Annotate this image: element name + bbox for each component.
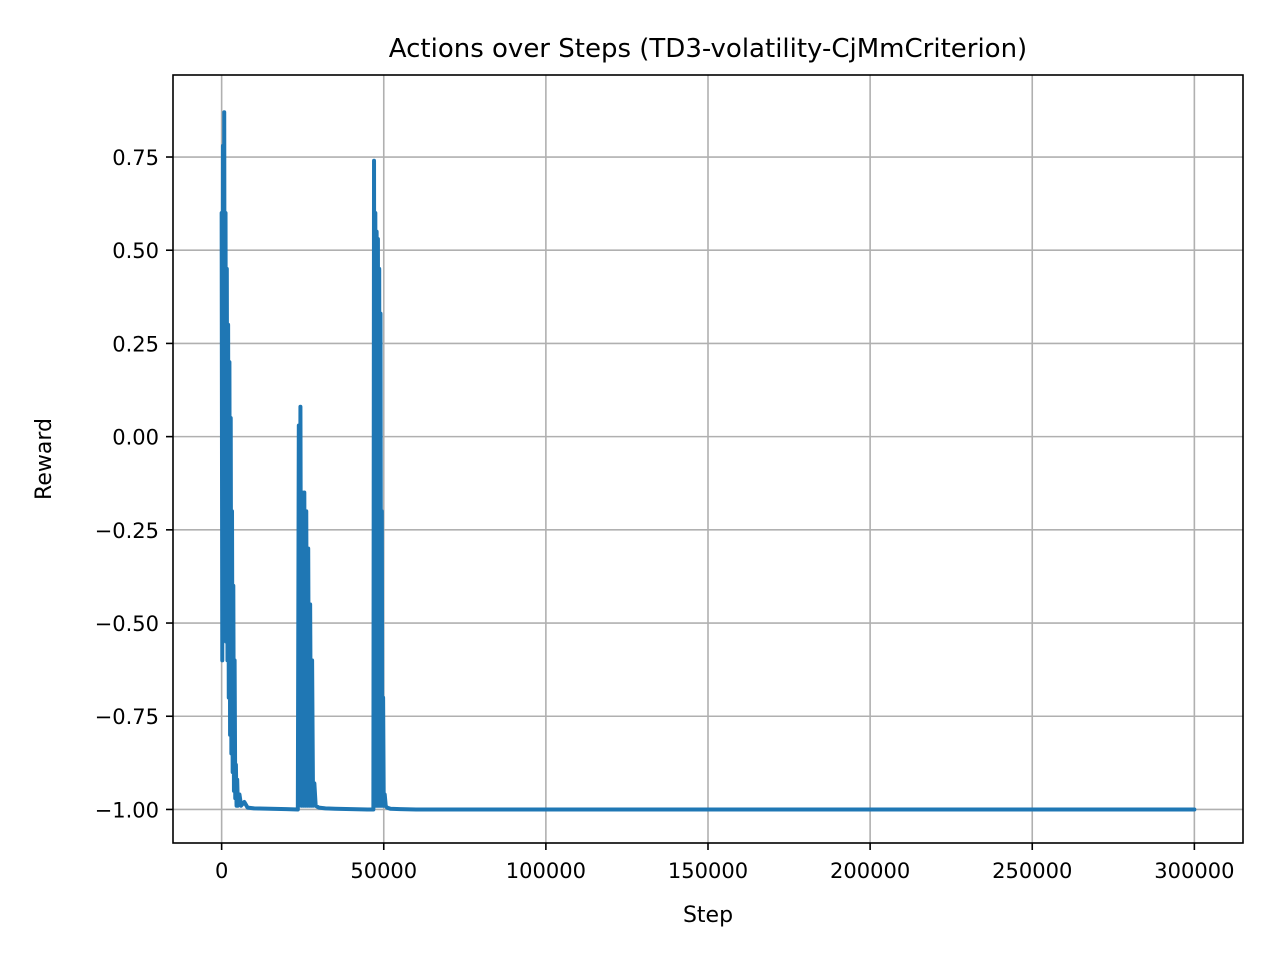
y-tick-label: 0.50	[112, 239, 159, 263]
x-tick-label: 200000	[830, 859, 910, 883]
y-tick-label: −0.50	[95, 612, 159, 636]
grid-lines	[173, 75, 1243, 843]
x-tick-label: 250000	[992, 859, 1072, 883]
y-axis-label: Reward	[32, 418, 57, 500]
axis-ticks: 0 50000 100000 150000 200000 250000 300000 0.75…	[95, 146, 1235, 883]
y-tick-label: −0.75	[95, 705, 159, 729]
series-layer	[219, 110, 1197, 812]
y-tick-label: −0.25	[95, 519, 159, 543]
x-tick-label: 0	[215, 859, 228, 883]
chart-title: Actions over Steps (TD3-volatility-CjMmC…	[389, 34, 1027, 64]
x-tick-label: 300000	[1154, 859, 1234, 883]
y-tick-label: 0.00	[112, 426, 159, 450]
y-tick-label: 0.25	[112, 332, 159, 356]
x-axis-label: Step	[683, 903, 733, 928]
x-tick-label: 150000	[668, 859, 748, 883]
y-tick-label: 0.75	[112, 146, 159, 170]
series-line	[219, 110, 1197, 812]
x-tick-label: 50000	[350, 859, 417, 883]
x-tick-label: 100000	[506, 859, 586, 883]
y-tick-label: −1.00	[95, 798, 159, 822]
